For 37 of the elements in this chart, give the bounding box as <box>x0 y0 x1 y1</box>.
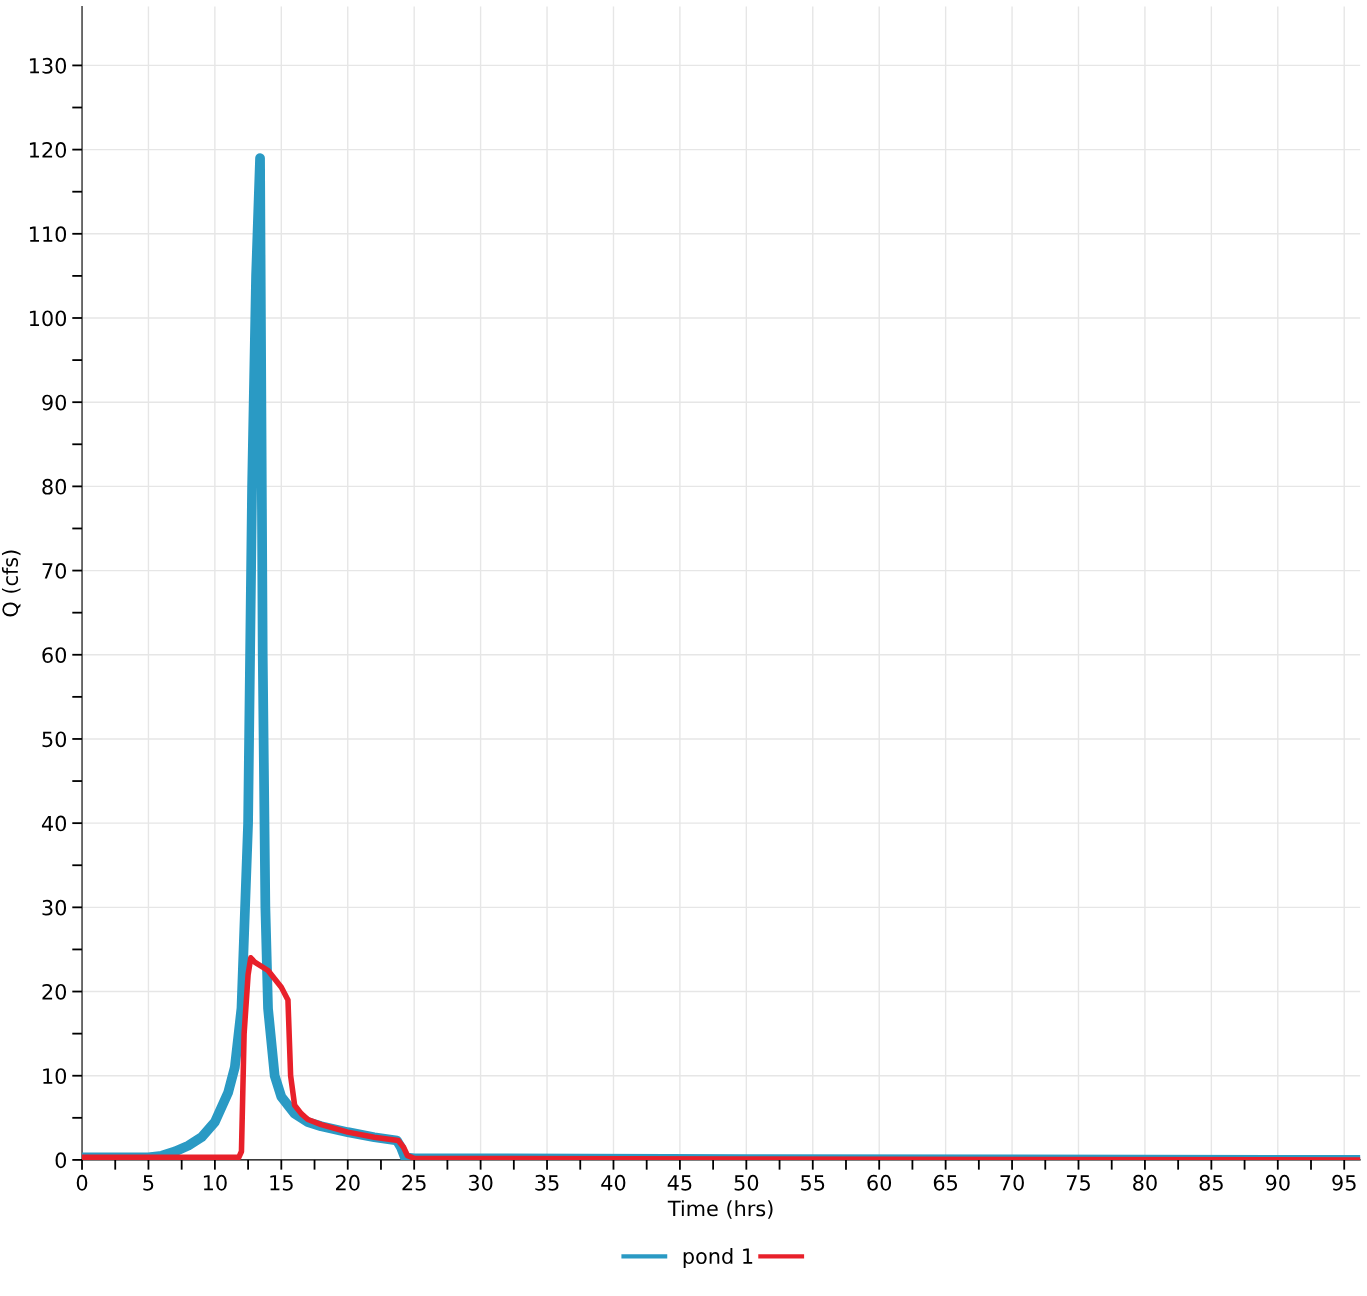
y-tick-label: 130 <box>29 57 67 74</box>
y-tick-label: 30 <box>42 899 67 916</box>
x-tick-label: 20 <box>336 1174 360 1191</box>
x-tick-label: 40 <box>601 1174 626 1191</box>
x-tick-label: 85 <box>1199 1174 1223 1191</box>
x-tick-label: 35 <box>535 1174 559 1191</box>
y-tick-label: 60 <box>42 647 67 663</box>
y-tick-label: 50 <box>42 731 67 748</box>
x-tick-label: 95 <box>1332 1174 1356 1191</box>
y-tick-label: 0 <box>55 1152 67 1169</box>
y-tick-label: 90 <box>42 394 67 411</box>
x-tick-label: 0 <box>76 1174 88 1191</box>
legend-label: pond 1 <box>683 1247 753 1269</box>
y-tick-label: 120 <box>29 142 67 158</box>
x-tick-label: 10 <box>203 1174 227 1191</box>
y-tick-label: 40 <box>41 815 67 832</box>
y-axis-title: Q (cfs) <box>1 550 21 617</box>
x-tick-label: 70 <box>1000 1174 1024 1191</box>
y-tick-label: 100 <box>29 310 67 327</box>
x-tick-label: 75 <box>1066 1175 1090 1191</box>
x-tick-label: 55 <box>801 1175 825 1191</box>
x-axis-title: Time (hrs) <box>667 1200 773 1219</box>
x-tick-label: 5 <box>143 1175 154 1191</box>
x-tick-label: 80 <box>1133 1174 1157 1191</box>
x-tick-label: 45 <box>667 1175 692 1191</box>
x-tick-label: 25 <box>402 1174 426 1191</box>
y-tick-label: 110 <box>29 226 67 243</box>
x-tick-label: 30 <box>468 1174 493 1191</box>
x-tick-label: 90 <box>1265 1174 1290 1191</box>
x-tick-label: 65 <box>933 1174 958 1191</box>
y-tick-label: 20 <box>42 983 67 1000</box>
x-tick-label: 60 <box>867 1174 892 1191</box>
y-tick-label: 70 <box>42 563 67 579</box>
y-tick-label: 10 <box>43 1068 67 1084</box>
x-tick-label: 50 <box>734 1174 759 1191</box>
y-tick-label: 80 <box>42 478 67 495</box>
x-tick-label: 15 <box>270 1175 293 1191</box>
